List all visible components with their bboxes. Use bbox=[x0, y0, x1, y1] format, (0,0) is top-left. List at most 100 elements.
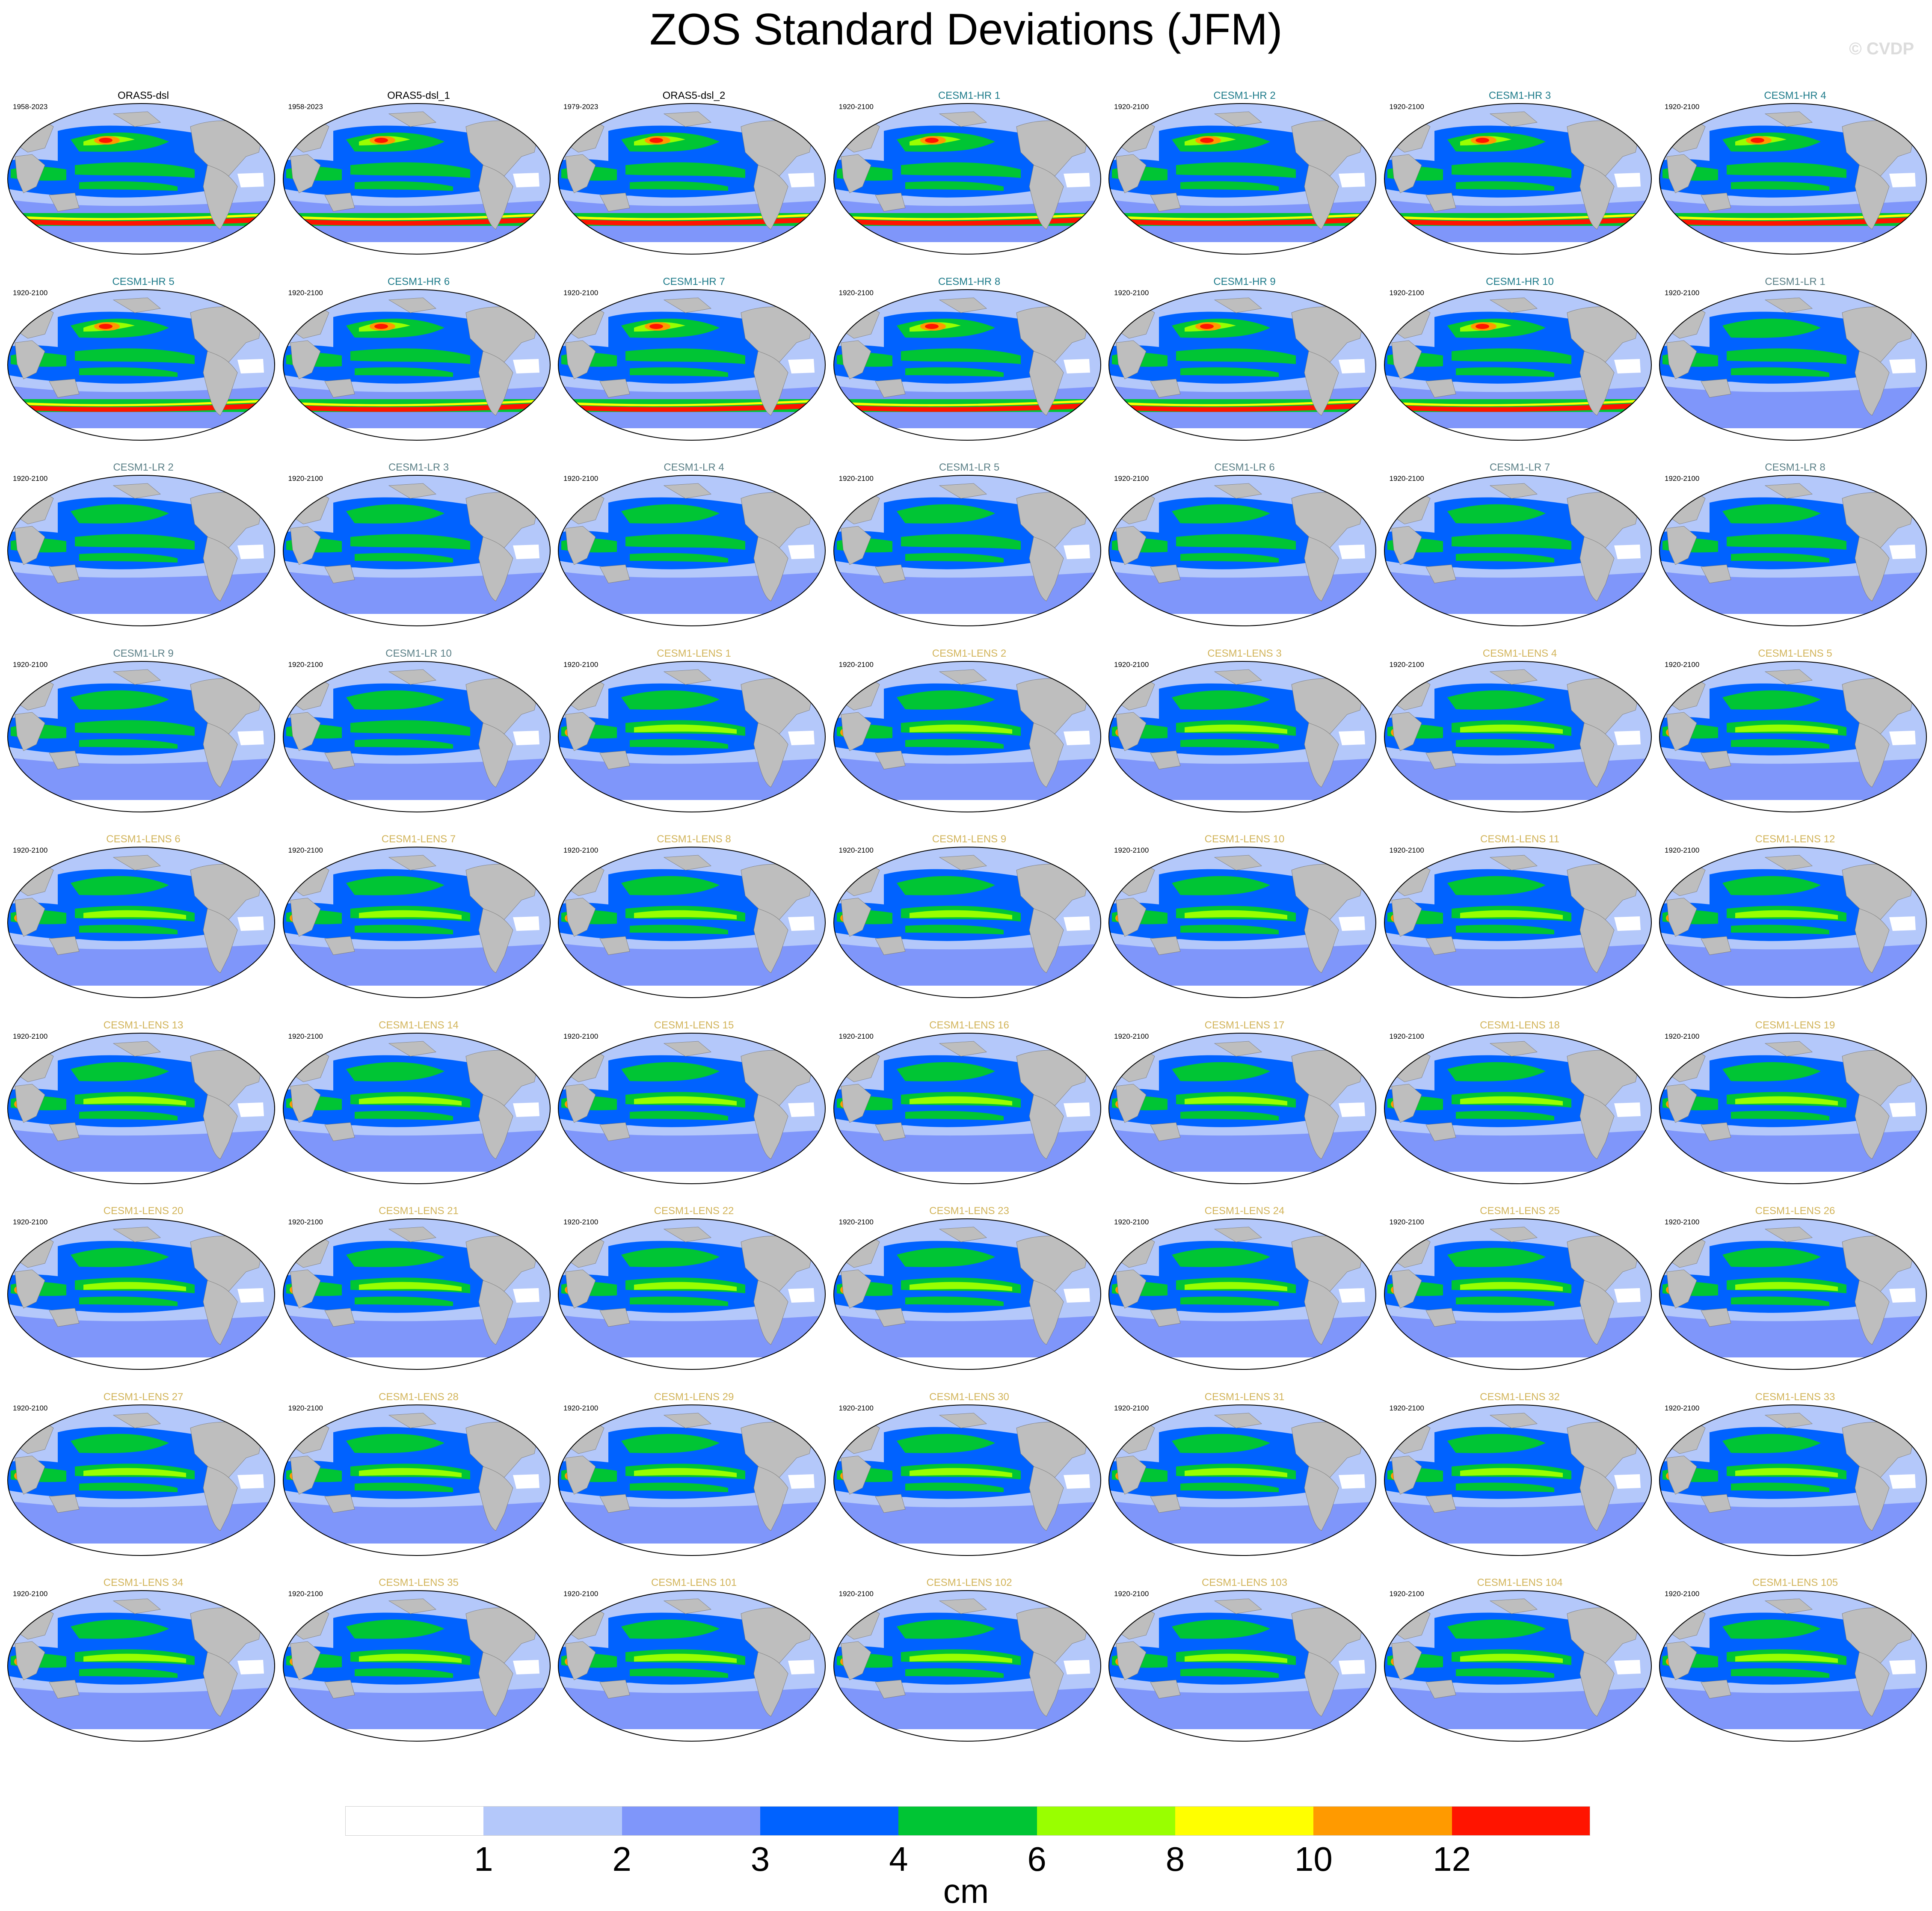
map-panel: CESM1-LENS 35 1920-2100 bbox=[282, 1577, 551, 1744]
map-panel: ORAS5-dsl 1958-2023 bbox=[6, 90, 276, 257]
robinson-map bbox=[558, 1218, 826, 1370]
map-panel: CESM1-LENS 5 1920-2100 bbox=[1658, 648, 1928, 815]
robinson-map bbox=[558, 1590, 826, 1742]
robinson-map bbox=[833, 661, 1101, 812]
panel-model-label: CESM1-LR 1 bbox=[1765, 276, 1825, 287]
map-panel: CESM1-LENS 1 1920-2100 bbox=[557, 648, 827, 815]
panel-model-label: CESM1-LENS 9 bbox=[932, 833, 1007, 845]
panel-model-label: CESM1-LR 6 bbox=[1214, 462, 1275, 473]
panel-model-label: CESM1-LENS 10 bbox=[1204, 833, 1285, 845]
panel-model-label: CESM1-LENS 24 bbox=[1204, 1205, 1285, 1217]
robinson-map bbox=[282, 1404, 551, 1556]
map-panel: CESM1-LENS 104 1920-2100 bbox=[1383, 1577, 1653, 1744]
map-panel: CESM1-LENS 6 1920-2100 bbox=[6, 833, 276, 1000]
panel-model-label: CESM1-LENS 17 bbox=[1204, 1019, 1285, 1031]
panel-model-label: CESM1-HR 1 bbox=[938, 90, 1001, 101]
robinson-map bbox=[1659, 1218, 1927, 1370]
map-panel: CESM1-LENS 3 1920-2100 bbox=[1108, 648, 1377, 815]
robinson-map bbox=[1659, 661, 1927, 812]
robinson-map bbox=[7, 1590, 275, 1742]
robinson-map bbox=[558, 847, 826, 998]
robinson-map bbox=[1384, 847, 1652, 998]
colorbar-tick-label: 8 bbox=[1165, 1840, 1185, 1878]
map-panel: CESM1-LENS 22 1920-2100 bbox=[557, 1205, 827, 1372]
robinson-map bbox=[833, 847, 1101, 998]
panel-period-label: 1920-2100 bbox=[1665, 288, 1700, 297]
panel-period-label: 1920-2100 bbox=[1114, 474, 1149, 483]
panel-model-label: CESM1-LENS 101 bbox=[651, 1577, 737, 1588]
panel-model-label: CESM1-HR 10 bbox=[1486, 276, 1554, 287]
robinson-map bbox=[1384, 103, 1652, 255]
panel-model-label: CESM1-LR 8 bbox=[1765, 462, 1825, 473]
panel-period-label: 1920-2100 bbox=[288, 474, 323, 483]
panel-period-label: 1920-2100 bbox=[1665, 660, 1700, 669]
robinson-map bbox=[1108, 475, 1376, 626]
colorbar-segment bbox=[1037, 1806, 1176, 1836]
panel-model-label: CESM1-LENS 8 bbox=[657, 833, 731, 845]
panel-period-label: 1920-2100 bbox=[1114, 103, 1149, 111]
robinson-map bbox=[7, 103, 275, 255]
figure-title: ZOS Standard Deviations (JFM) bbox=[649, 5, 1283, 54]
panel-period-label: 1920-2100 bbox=[839, 846, 874, 854]
map-panel: CESM1-LENS 12 1920-2100 bbox=[1658, 833, 1928, 1000]
panel-model-label: CESM1-LENS 5 bbox=[1758, 647, 1832, 659]
panel-model-label: ORAS5-dsl_2 bbox=[662, 90, 726, 101]
map-panel: CESM1-LENS 27 1920-2100 bbox=[6, 1391, 276, 1558]
map-panel: CESM1-HR 1 1920-2100 bbox=[833, 90, 1102, 257]
map-panel: CESM1-LR 7 1920-2100 bbox=[1383, 462, 1653, 628]
colorbar-tick-label: 1 bbox=[474, 1840, 493, 1878]
panel-model-label: CESM1-LENS 22 bbox=[654, 1205, 734, 1217]
robinson-map bbox=[833, 1032, 1101, 1184]
robinson-map bbox=[558, 1032, 826, 1184]
panel-model-label: CESM1-LENS 102 bbox=[926, 1577, 1012, 1588]
panel-period-label: 1920-2100 bbox=[1114, 1404, 1149, 1412]
robinson-map bbox=[1659, 847, 1927, 998]
panel-period-label: 1920-2100 bbox=[1665, 846, 1700, 854]
colorbar-segment bbox=[483, 1806, 622, 1836]
robinson-map bbox=[1384, 1590, 1652, 1742]
robinson-map bbox=[558, 475, 826, 626]
robinson-map bbox=[558, 661, 826, 812]
map-panel: CESM1-HR 2 1920-2100 bbox=[1108, 90, 1377, 257]
panel-model-label: CESM1-HR 7 bbox=[663, 276, 725, 287]
panel-model-label: CESM1-LR 2 bbox=[113, 462, 174, 473]
map-panel: CESM1-HR 6 1920-2100 bbox=[282, 276, 551, 443]
panel-period-label: 1920-2100 bbox=[563, 1404, 599, 1412]
panel-period-label: 1920-2100 bbox=[288, 1032, 323, 1040]
panel-model-label: CESM1-LENS 34 bbox=[103, 1577, 184, 1588]
colorbar-units: cm bbox=[943, 1872, 989, 1910]
panel-period-label: 1920-2100 bbox=[1389, 288, 1424, 297]
panel-period-label: 1920-2100 bbox=[1114, 1218, 1149, 1226]
panel-model-label: CESM1-HR 4 bbox=[1764, 90, 1826, 101]
panel-model-label: CESM1-LENS 6 bbox=[106, 833, 181, 845]
map-panel: CESM1-LENS 15 1920-2100 bbox=[557, 1019, 827, 1186]
robinson-map bbox=[1108, 661, 1376, 812]
panel-period-label: 1920-2100 bbox=[839, 1032, 874, 1040]
panel-period-label: 1920-2100 bbox=[13, 1032, 48, 1040]
map-panel: CESM1-LENS 11 1920-2100 bbox=[1383, 833, 1653, 1000]
robinson-map bbox=[1384, 661, 1652, 812]
robinson-map bbox=[833, 475, 1101, 626]
panel-period-label: 1920-2100 bbox=[563, 1218, 599, 1226]
panel-model-label: CESM1-LENS 2 bbox=[932, 647, 1007, 659]
panel-period-label: 1920-2100 bbox=[1114, 288, 1149, 297]
map-panel: CESM1-LR 8 1920-2100 bbox=[1658, 462, 1928, 628]
colorbar-tick-label: 10 bbox=[1294, 1840, 1333, 1878]
map-panel: CESM1-LENS 18 1920-2100 bbox=[1383, 1019, 1653, 1186]
map-panel: CESM1-LENS 101 1920-2100 bbox=[557, 1577, 827, 1744]
robinson-map bbox=[1384, 289, 1652, 441]
robinson-map bbox=[282, 1590, 551, 1742]
panel-model-label: CESM1-LENS 21 bbox=[379, 1205, 459, 1217]
robinson-map bbox=[1384, 475, 1652, 626]
panel-model-label: CESM1-LENS 19 bbox=[1755, 1019, 1835, 1031]
robinson-map bbox=[833, 1404, 1101, 1556]
panel-period-label: 1920-2100 bbox=[13, 474, 48, 483]
panel-period-label: 1920-2100 bbox=[1389, 1218, 1424, 1226]
panel-period-label: 1920-2100 bbox=[1665, 1590, 1700, 1598]
panel-model-label: CESM1-LENS 35 bbox=[379, 1577, 459, 1588]
panel-model-label: CESM1-HR 3 bbox=[1488, 90, 1551, 101]
panel-period-label: 1920-2100 bbox=[1389, 1404, 1424, 1412]
robinson-map bbox=[833, 289, 1101, 441]
panel-model-label: CESM1-LR 10 bbox=[385, 647, 452, 659]
map-panel: CESM1-LENS 25 1920-2100 bbox=[1383, 1205, 1653, 1372]
